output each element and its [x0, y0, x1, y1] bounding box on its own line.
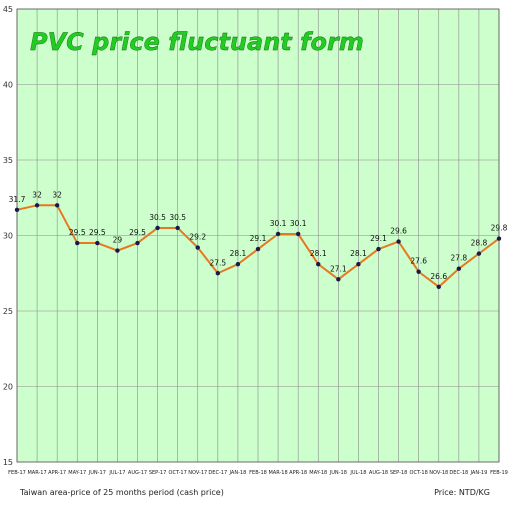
y-tick-label: 40: [3, 81, 13, 90]
data-label: 31.7: [9, 195, 26, 204]
x-tick-label: OCT-18: [410, 470, 428, 476]
data-point: [95, 240, 100, 246]
data-point: [275, 231, 281, 237]
data-label: 26.6: [430, 272, 447, 281]
data-point: [155, 225, 160, 231]
data-point: [75, 240, 80, 246]
data-label: 28.1: [310, 249, 327, 258]
data-label: 27.6: [410, 257, 427, 266]
data-label: 30.1: [270, 219, 287, 228]
data-label: 29.1: [370, 234, 387, 243]
data-label: 30.5: [149, 213, 166, 222]
x-tick-label: JAN-18: [229, 470, 247, 476]
data-point: [195, 245, 200, 250]
y-tick-label: 35: [3, 156, 13, 165]
data-markers: [14, 203, 502, 290]
x-tick-labels: FEB-17 MAR-17 APR-17 MAY-17 JUN-17 JUL-17 AUG-…: [8, 470, 508, 476]
axes: [16, 8, 500, 463]
y-tick-label: 20: [3, 383, 13, 392]
x-tick-label: JUN-18: [329, 470, 347, 476]
y-tick-label: 25: [3, 307, 13, 316]
data-point: [316, 261, 321, 267]
data-label: 30.5: [169, 213, 186, 222]
x-tick-label: FEB-17: [8, 470, 26, 476]
data-point: [295, 231, 301, 237]
x-tick-label: AUG-18: [369, 470, 388, 476]
data-point: [34, 203, 40, 208]
data-point: [476, 251, 482, 256]
y-tick-labels: 15 20 25 30 35 40 45: [3, 5, 13, 467]
x-tick-label: JUN-17: [88, 470, 106, 476]
x-tick-label: MAR-18: [268, 470, 287, 476]
x-tick-label: APR-18: [289, 470, 307, 476]
data-label: 30.1: [290, 219, 307, 228]
y-tick-label: 15: [3, 458, 13, 467]
data-point: [456, 266, 462, 271]
chart-title: PVC price fluctuant form: [30, 28, 364, 56]
data-point: [436, 284, 441, 290]
x-tick-label: DEC-18: [449, 470, 468, 476]
data-point: [215, 271, 221, 276]
data-label: 29.5: [69, 228, 86, 237]
x-tick-label: FEB-18: [249, 470, 267, 476]
footnote-right: Price: NTD/KG: [434, 488, 490, 497]
data-label: 28.1: [350, 249, 367, 258]
data-label: 29.6: [390, 227, 407, 236]
data-label: 29.8: [491, 224, 508, 233]
x-tick-label: SEP-17: [149, 470, 167, 476]
data-point: [336, 277, 341, 282]
x-tick-label: SEP-18: [390, 470, 408, 476]
data-label: 29.1: [250, 234, 267, 243]
data-point: [496, 236, 502, 241]
x-tick-label: MAR-17: [27, 470, 46, 476]
x-tick-label: NOV-18: [429, 470, 448, 476]
data-point: [396, 239, 401, 244]
x-tick-label: DEC-17: [208, 470, 227, 476]
x-tick-label: APR-17: [48, 470, 66, 476]
data-label: 27.5: [209, 258, 226, 267]
y-tick-label: 30: [3, 232, 13, 241]
data-label: 32: [52, 190, 62, 199]
plot-frame: [16, 8, 500, 463]
x-tick-label: AUG-17: [128, 470, 147, 476]
data-label: 29.5: [89, 228, 106, 237]
data-point: [235, 261, 241, 267]
data-point: [376, 246, 381, 252]
data-point: [416, 269, 421, 274]
x-tick-label: JUL-18: [349, 470, 366, 476]
data-point: [255, 246, 261, 252]
data-point: [135, 240, 140, 246]
data-point: [115, 248, 120, 253]
y-tick-label: 45: [3, 5, 13, 14]
x-tick-label: FEB-19: [490, 470, 508, 476]
x-tick-label: JUL-17: [108, 470, 125, 476]
data-label: 27.8: [450, 254, 467, 263]
data-label: 27.1: [330, 264, 347, 273]
data-label: 29.2: [189, 233, 206, 242]
footnote-left: Taiwan area-price of 25 months period (c…: [19, 488, 224, 497]
data-label: 32: [32, 190, 42, 199]
data-label: 29.5: [129, 228, 146, 237]
data-point: [356, 261, 361, 267]
data-label: 29: [113, 236, 123, 245]
x-tick-label: OCT-17: [169, 470, 187, 476]
x-tick-label: MAY-18: [309, 470, 327, 476]
data-point: [14, 207, 20, 213]
data-point: [175, 225, 180, 231]
x-tick-label: MAY-17: [68, 470, 86, 476]
data-point: [54, 203, 60, 208]
data-label: 28.8: [471, 239, 488, 248]
data-label: 28.1: [230, 249, 247, 258]
x-tick-label: NOV-17: [188, 470, 207, 476]
x-tick-label: JAN-19: [470, 470, 488, 476]
